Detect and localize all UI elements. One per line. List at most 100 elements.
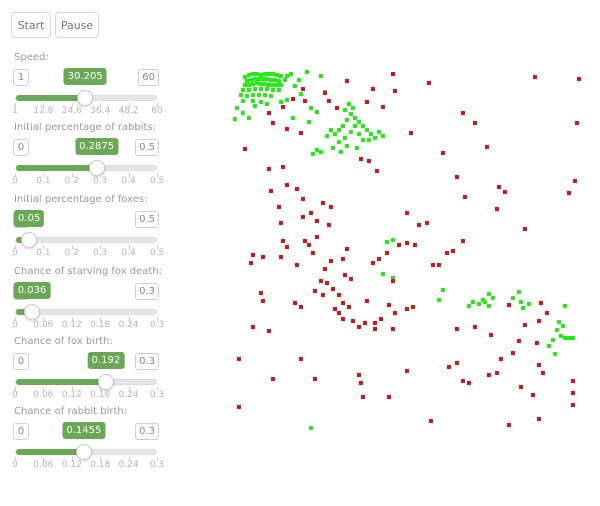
slider-ticks [12,245,160,251]
rabbit-cell [553,352,557,356]
starve-slider[interactable]: Chance of starving fox death: 0 0.3 0.03… [12,266,164,332]
slider-handle[interactable] [24,304,41,320]
slider-tick [71,245,73,249]
rabbit-cell [547,344,551,348]
fox-cell [293,301,297,305]
rabbit-cell [367,138,371,142]
rabbit-cell [293,84,297,88]
slider-handle[interactable] [75,444,92,460]
slider-handle[interactable] [97,374,114,390]
fox-cell [391,327,395,331]
rabbit-cell [259,82,263,86]
rabbit-cell [233,117,237,121]
fox-cell [329,205,333,209]
slider-max-value: 0.3 [135,353,159,370]
slider-tick-label: 24.6 [61,106,82,116]
slider-tick-labels: 0 0.1 0.2 0.3 0.4 0.5 [12,176,164,188]
slider-tick [15,457,16,461]
fox-cell [499,357,503,361]
slider-tick-labels: 1 12.8 24.6 36.4 48.2 60 [12,106,163,118]
fox-cell [291,97,295,101]
fox-cell [411,305,415,309]
start-button[interactable]: Start [11,12,51,38]
fox-cell [473,325,477,329]
slider-tick-label: 0.2 [64,176,79,186]
fox-cell [345,79,349,83]
fox-cell [463,195,467,199]
slider-track[interactable] [15,165,157,171]
slider-label: Chance of rabbit birth: [14,406,128,417]
rabbit-cell [563,304,567,308]
rabbit-cell [261,77,265,81]
fox-cell [323,267,327,271]
slider-tick-label: 48.2 [118,106,139,116]
rabbit-cell [519,300,523,304]
fox-cell [365,100,369,104]
rabbit-cell [361,124,365,128]
rabbit-cell [307,120,311,124]
slider-fill [16,95,87,101]
fox-cell [373,321,377,325]
fox-cell [269,189,273,193]
slider-current-value: 0.05 [14,210,45,227]
slider-tick-label: 0.24 [118,460,139,470]
fox-cell [337,293,341,297]
slider-tick [43,103,45,107]
slider-tick [100,245,102,249]
fox-cell [267,329,271,333]
fox-cell [523,227,527,231]
rabbit-cell [341,124,345,128]
slider-handle[interactable] [21,232,38,248]
rabbit-cell [253,77,257,81]
pause-button[interactable]: Pause [55,12,99,38]
slider-tick-label: 12.8 [33,106,54,116]
slider-tick-label: 0.4 [121,176,136,186]
fox-cell [329,259,333,263]
slider-tick [157,173,158,177]
fox-cell [243,147,247,151]
rabbit-cell [275,73,279,77]
slider-tick-labels: 0 0.06 0.12 0.18 0.24 0.3 [12,320,164,332]
fox-cell [279,221,283,225]
rabbit-cell [247,116,251,120]
slider-tick [15,317,16,321]
fox-cell [397,243,401,247]
slider-track[interactable] [15,379,157,385]
rabbit-cell [279,100,283,104]
rabbit-cell [279,74,283,78]
fox-cell [497,185,501,189]
slider-tick-label: 0.3 [93,176,108,186]
fox-cell [303,239,307,243]
speed-slider[interactable]: Speed: 1 60 30.205 1 12.8 24.6 36.4 48.2 60 [12,52,163,118]
fox-cell [335,106,339,110]
fox-cell [259,291,263,295]
fox-cell [391,72,395,76]
slider-min-value: 0 [13,353,29,370]
slider-tick-label: 0.2 [64,248,79,258]
slider-current-value: 30.205 [63,68,107,85]
foxbirth-slider[interactable]: Chance of fox birth: 0 0.3 0.192 0 0.06 0.… [12,336,164,402]
foxes-slider[interactable]: Initial percentage of foxes: 0 0.5 0.05 … [12,194,164,260]
rabbit-cell [247,88,251,92]
fox-cell [237,357,241,361]
fox-cell [571,379,575,383]
slider-tick [100,103,102,107]
fox-cell [487,373,491,377]
slider-tick [157,457,158,461]
fox-cell [267,167,271,171]
fox-cell [373,327,377,331]
slider-handle[interactable] [88,160,105,176]
slider-tick-label: 0.12 [61,460,82,470]
fox-cell [571,403,575,407]
slider-label: Speed: [14,52,49,63]
rabbit-cell [315,148,319,152]
slider-handle[interactable] [77,90,94,106]
rabbits-slider[interactable]: Initial percentage of rabbits: 0 0.5 0.2… [12,122,164,188]
rabbit-cell [269,94,273,98]
fox-cell [299,305,303,309]
rabbitbirth-slider[interactable]: Chance of rabbit birth: 0 0.3 0.1455 0 0.… [12,406,164,472]
rabbit-cell [263,93,267,97]
fox-cell [461,111,465,115]
slider-label: Chance of starving fox death: [14,266,163,277]
rabbit-cell [567,336,571,340]
